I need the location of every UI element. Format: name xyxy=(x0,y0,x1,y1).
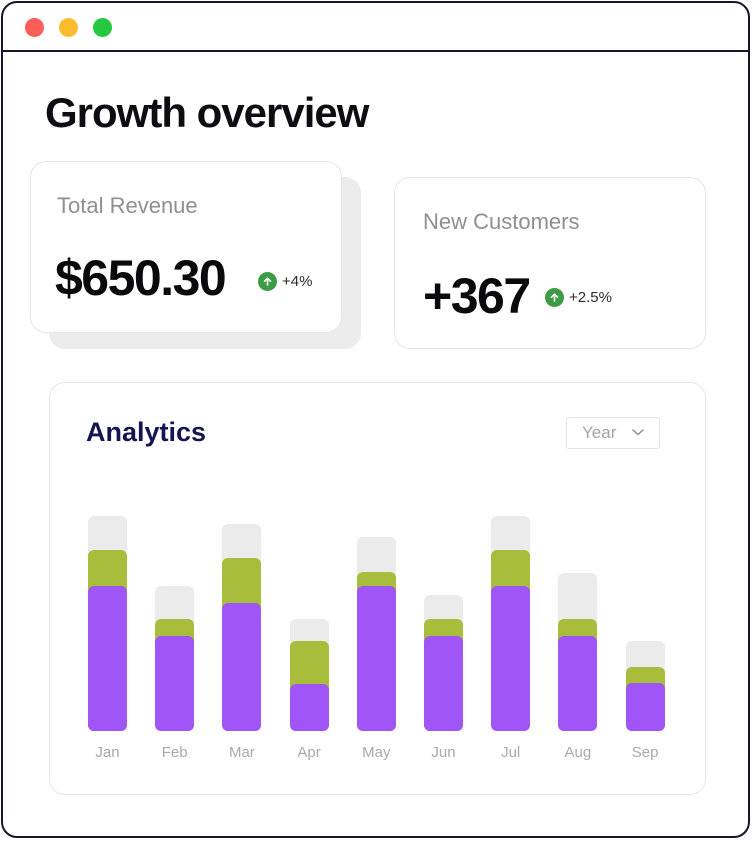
x-tick-label: Jan xyxy=(95,744,120,761)
x-tick-label: Jul xyxy=(501,744,521,761)
revenue-value: $650.30 xyxy=(55,250,227,306)
arrow-up-icon xyxy=(258,272,277,291)
revenue-delta: +4% xyxy=(258,272,312,291)
bar-aug-segment-1 xyxy=(558,635,598,731)
bar-may-segment-1 xyxy=(356,586,396,731)
x-tick-label: Mar xyxy=(228,744,255,761)
period-select-value: Year xyxy=(582,423,617,442)
customers-value: +367 xyxy=(423,268,531,324)
customers-delta: +2.5% xyxy=(545,288,612,307)
bar-mar-segment-1 xyxy=(222,603,262,731)
revenue-delta-text: +4% xyxy=(282,273,313,290)
bar-jun-segment-1 xyxy=(424,635,463,731)
analytics-card: Analytics Year Jan Feb Mar Apr May Jun Jul Aug S… xyxy=(49,382,706,795)
period-select[interactable]: Year xyxy=(566,417,660,449)
close-window-button[interactable] xyxy=(25,18,44,37)
revenue-label: Total Revenue xyxy=(57,193,198,218)
analytics-title: Analytics xyxy=(86,417,207,447)
bar-sep-segment-1 xyxy=(625,682,665,731)
minimize-window-button[interactable] xyxy=(59,18,78,37)
page-title: Growth overview xyxy=(45,89,369,136)
x-tick-label: May xyxy=(362,744,391,761)
x-tick-label: Aug xyxy=(564,744,592,761)
customers-delta-text: +2.5% xyxy=(569,289,612,306)
x-tick-label: Apr xyxy=(297,744,321,761)
x-tick-label: Feb xyxy=(161,744,188,761)
x-tick-label: Sep xyxy=(631,744,659,761)
x-tick-label: Jun xyxy=(431,744,456,761)
maximize-window-button[interactable] xyxy=(93,18,112,37)
bar-jan-segment-1 xyxy=(88,586,127,731)
revenue-card: Total Revenue $650.30 +4% xyxy=(30,161,342,333)
bar-apr-segment-1 xyxy=(289,684,329,731)
chevron-down-icon xyxy=(632,429,644,436)
customers-label: New Customers xyxy=(423,209,580,234)
bar-jul-segment-1 xyxy=(491,586,531,731)
bar-feb-segment-1 xyxy=(155,635,195,731)
title-bar xyxy=(3,3,748,52)
customers-card: New Customers +367 +2.5% xyxy=(394,177,706,349)
arrow-up-icon xyxy=(545,288,564,307)
